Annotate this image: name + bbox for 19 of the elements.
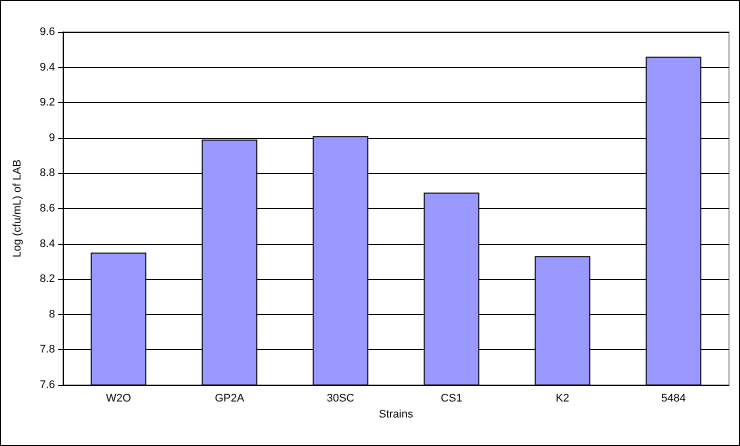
y-tick-label: 9	[48, 132, 55, 144]
y-tick-label: 7.8	[40, 344, 55, 356]
y-tick-label: 8	[48, 308, 55, 320]
y-tick-label: 8.2	[40, 273, 55, 286]
x-tick-label: CS1	[440, 392, 462, 404]
y-tick-label: 9.2	[40, 96, 55, 109]
x-tick-label: 5484	[661, 392, 686, 404]
y-tick-label: 7.6	[40, 379, 55, 391]
y-tick-label: 8.6	[40, 202, 55, 214]
y-tick-label: 9.4	[40, 61, 55, 74]
y-axis-title: Log (cfu/mL) of LAB	[12, 160, 24, 258]
x-tick-label: W2O	[106, 392, 132, 404]
x-axis-title: Strains	[378, 408, 414, 420]
x-tick-label: 30SC	[326, 392, 354, 404]
x-tick-label: GP2A	[214, 392, 245, 404]
x-tick-label: K2	[556, 392, 570, 404]
y-tick-label: 8.8	[40, 167, 55, 180]
y-tick-label: 9.6	[40, 26, 55, 38]
y-tick-label: 8.4	[40, 238, 55, 250]
